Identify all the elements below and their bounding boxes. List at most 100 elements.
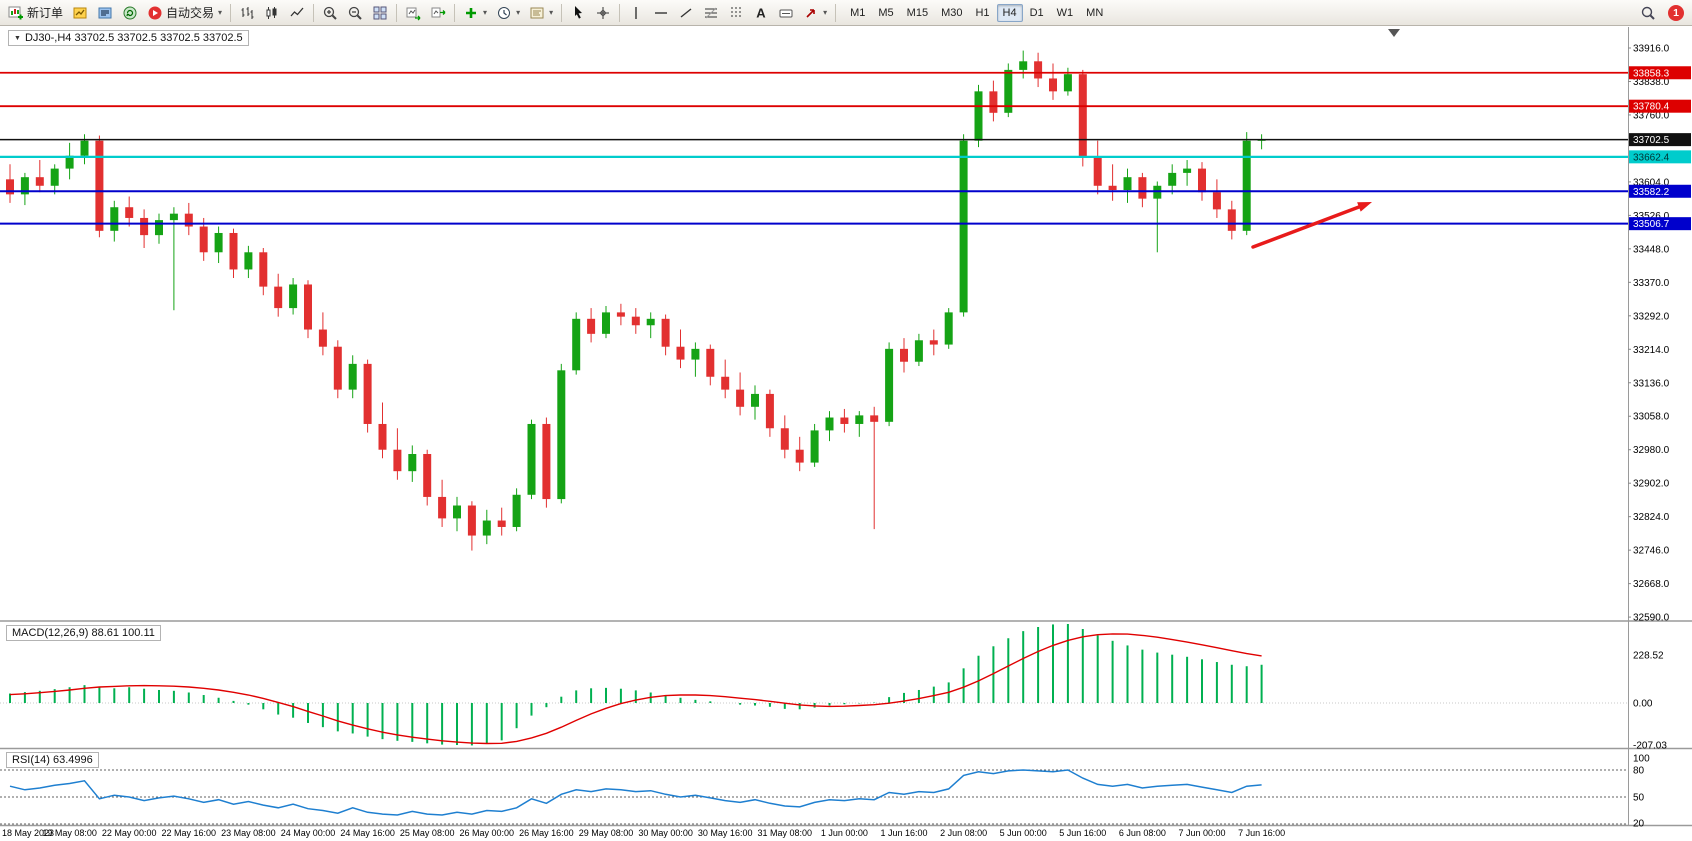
toolbar-separator — [230, 3, 232, 22]
macd-panel[interactable]: 228.52 0.00 -207.03 — [0, 624, 1667, 752]
candle — [95, 135, 104, 238]
rsi-axis-label: 20 — [1633, 819, 1645, 830]
candle — [587, 308, 596, 343]
candle — [199, 217, 208, 261]
one-click-trading-toggle-icon[interactable]: ▼ — [14, 34, 21, 42]
macd-axis-label: -207.03 — [1633, 741, 1667, 752]
search-button[interactable] — [1636, 2, 1660, 24]
zoom-in-icon — [322, 5, 338, 21]
metaeditor-icon — [97, 5, 113, 21]
candlestick-mode-button[interactable] — [260, 2, 284, 24]
auto-trading-button[interactable]: 自动交易 ▾ — [143, 2, 226, 24]
time-axis-label: 26 May 16:00 — [519, 828, 574, 838]
candle — [35, 160, 44, 193]
candle — [736, 372, 745, 416]
periods-button[interactable]: ▾ — [492, 2, 524, 24]
refresh-button[interactable] — [118, 2, 142, 24]
search-icon — [1640, 5, 1656, 21]
price-line-value: 33506.7 — [1633, 219, 1670, 230]
line-chart-icon — [289, 5, 305, 21]
toolbar-separator — [313, 3, 315, 22]
price-axis[interactable]: 33916.0 33838.0 33760.0 33604.0 33526.0 33448… — [1628, 44, 1670, 624]
candle — [780, 415, 789, 459]
template-icon — [529, 5, 545, 21]
time-axis-label: 29 May 08:00 — [579, 828, 634, 838]
notification-badge[interactable]: 1 — [1668, 4, 1684, 21]
zoom-out-button[interactable] — [343, 2, 367, 24]
metaeditor-button[interactable] — [93, 2, 117, 24]
candle — [676, 329, 685, 369]
templates-button[interactable]: ▾ — [525, 2, 557, 24]
vertical-line-tool-button[interactable] — [624, 2, 648, 24]
arrows-tool-button[interactable]: ▾ — [799, 2, 831, 24]
timeframe-button-M15[interactable]: M15 — [901, 4, 934, 22]
chart-shift-marker[interactable] — [1388, 29, 1400, 37]
timeframe-button-M30[interactable]: M30 — [935, 4, 968, 22]
time-axis-label: 23 May 08:00 — [221, 828, 276, 838]
timeframe-button-H1[interactable]: H1 — [969, 4, 995, 22]
candle — [259, 248, 268, 296]
text-tool-button[interactable]: A — [749, 2, 773, 24]
indicators-button[interactable]: ▾ — [459, 2, 491, 24]
svg-text:A: A — [756, 5, 766, 20]
annotation-arrow[interactable] — [1251, 202, 1372, 249]
rsi-line — [9, 769, 1262, 816]
candle — [453, 496, 461, 532]
price-axis-label: 32980.0 — [1633, 445, 1670, 456]
auto-scroll-button[interactable] — [401, 2, 425, 24]
cycle-lines-tool-button[interactable] — [724, 2, 748, 24]
dropdown-caret-icon: ▾ — [218, 8, 223, 17]
candle — [765, 389, 774, 437]
zoom-in-button[interactable] — [318, 2, 342, 24]
price-line-value-box: 33506.7 — [1629, 217, 1691, 231]
timeframe-button-M5[interactable]: M5 — [872, 4, 899, 22]
crosshair-button[interactable] — [591, 2, 615, 24]
market-watch-button[interactable] — [68, 2, 92, 24]
timeframe-button-D1[interactable]: D1 — [1024, 4, 1050, 22]
rsi-indicator-label: RSI(14) 63.4996 — [6, 752, 99, 768]
bar-chart-mode-button[interactable] — [235, 2, 259, 24]
timeframe-button-W1[interactable]: W1 — [1051, 4, 1080, 22]
time-axis-label: 5 Jun 16:00 — [1059, 828, 1106, 838]
chart-shift-button[interactable] — [426, 2, 450, 24]
timeframe-button-M1[interactable]: M1 — [844, 4, 871, 22]
time-axis-label: 5 Jun 00:00 — [1000, 828, 1047, 838]
candle — [616, 303, 625, 326]
timeframe-button-H4[interactable]: H4 — [996, 3, 1023, 22]
candle — [408, 445, 417, 482]
time-axis-label: 22 May 00:00 — [102, 828, 157, 838]
ohlc-bars-icon — [239, 5, 255, 21]
candle — [304, 280, 312, 339]
candle — [125, 196, 134, 227]
timeframe-button-MN[interactable]: MN — [1080, 4, 1109, 22]
candle — [989, 80, 998, 122]
price-line-value-box: 33780.4 — [1629, 99, 1691, 113]
trendline-tool-button[interactable] — [674, 2, 698, 24]
fibonacci-tool-button[interactable] — [699, 2, 723, 24]
line-chart-mode-button[interactable] — [285, 2, 309, 24]
candle — [706, 344, 715, 386]
price-axis-label: 33760.0 — [1633, 110, 1670, 121]
horizontal-line-icon — [653, 5, 669, 21]
macd-title-text: MACD(12,26,9) 88.61 100.11 — [12, 627, 155, 639]
candle — [274, 273, 283, 317]
candle — [363, 359, 372, 433]
candle — [1242, 132, 1251, 236]
horizontal-line-tool-button[interactable] — [649, 2, 673, 24]
toolbar: 新订单 自动交易 ▾ — [0, 0, 1692, 26]
new-order-button[interactable]: 新订单 — [4, 2, 67, 24]
label-tool-button[interactable] — [774, 2, 798, 24]
time-axis-label: 25 May 08:00 — [400, 828, 455, 838]
rsi-axis-label: 80 — [1633, 766, 1645, 777]
tile-windows-button[interactable] — [368, 2, 392, 24]
rsi-title-text: RSI(14) 63.4996 — [12, 754, 93, 766]
time-axis-label: 19 May 08:00 — [42, 828, 97, 838]
toolbar-separator — [561, 3, 563, 22]
cursor-button[interactable] — [566, 2, 590, 24]
toolbar-right-group: 1 — [1636, 2, 1688, 24]
price-line-value-box: 33858.3 — [1629, 66, 1691, 80]
